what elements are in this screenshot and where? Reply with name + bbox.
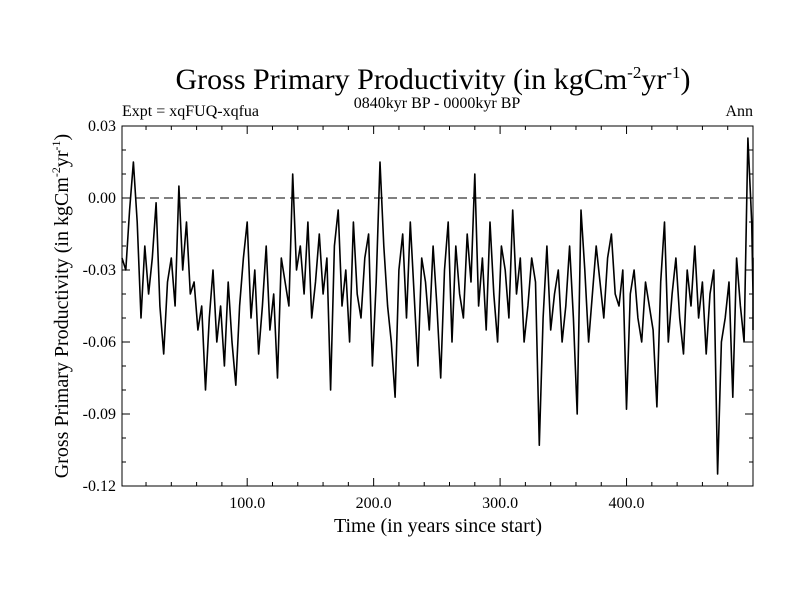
x-axis-ticks: 100.0 200.0 300.0 400.0 — [145, 126, 729, 512]
y-tick-label: -0.12 — [83, 478, 116, 495]
y-axis-ticks: 0.03 0.00 -0.03 -0.06 -0.09 -0.12 — [83, 118, 753, 495]
experiment-label: Expt = xqFUQ-xqfua — [122, 103, 259, 120]
y-axis-label: Gross Primary Productivity (in kgCm-2yr-… — [49, 134, 73, 478]
chart-title: Gross Primary Productivity (in kgCm-2yr-… — [176, 63, 691, 96]
plot-area: 100.0 200.0 300.0 400.0 0.03 0.00 -0.03 -0.06 -… — [83, 118, 754, 512]
x-axis-label: Time (in years since start) — [334, 515, 542, 537]
series-line-gpp — [121, 137, 754, 475]
x-tick-label: 200.0 — [356, 495, 392, 512]
y-tick-label: -0.03 — [83, 262, 116, 279]
y-tick-label: 0.03 — [88, 118, 116, 135]
y-tick-label: 0.00 — [88, 190, 116, 207]
x-tick-label: 100.0 — [229, 495, 265, 512]
x-tick-label: 300.0 — [482, 495, 518, 512]
x-tick-label: 400.0 — [609, 495, 645, 512]
y-tick-label: -0.09 — [83, 406, 116, 423]
season-label: Ann — [725, 103, 753, 120]
time-period-label: 0840kyr BP - 0000kyr BP — [354, 95, 521, 112]
y-tick-label: -0.06 — [83, 334, 116, 351]
